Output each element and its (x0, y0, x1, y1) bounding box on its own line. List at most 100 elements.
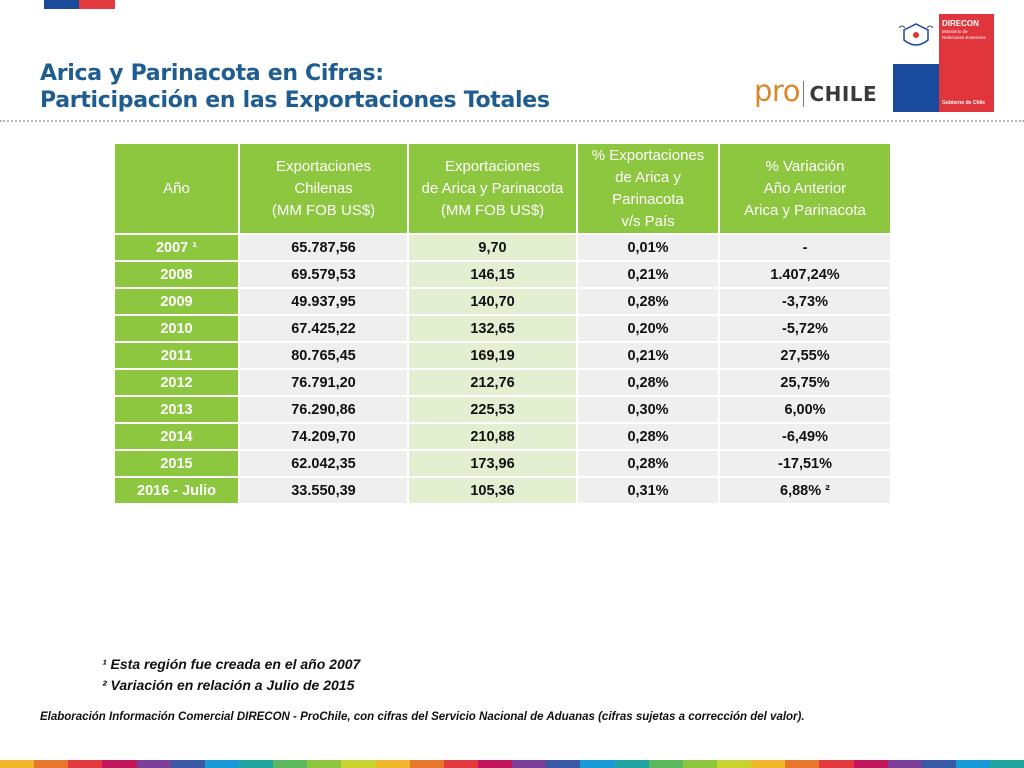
cell-variation: -5,72% (720, 316, 890, 341)
color-strip-segment (273, 760, 308, 768)
color-strip-segment (477, 760, 513, 768)
prochile-chile: CHILE (809, 82, 878, 106)
cell-chile-exports: 65.787,56 (240, 235, 407, 260)
prochile-logo: pro CHILE (754, 74, 877, 108)
cell-year: 2013 (115, 397, 238, 422)
cell-pct: 0,21% (578, 262, 718, 287)
header-pct-exports-line: Parinacota (612, 190, 684, 208)
cell-year: 2012 (115, 370, 238, 395)
color-strip-segment (409, 760, 444, 768)
table-row: 2016 - Julio 33.550,39 105,36 0,31% 6,88… (115, 478, 890, 503)
color-strip-segment (34, 760, 69, 768)
exports-table: Año Exportaciones Chilenas (MM FOB US$) … (113, 142, 892, 505)
flag-blue (44, 0, 79, 9)
color-strip-segment (0, 760, 35, 768)
cell-variation: 25,75% (720, 370, 890, 395)
table-row: 2014 74.209,70 210,88 0,28% -6,49% (115, 424, 890, 449)
color-strip-segment (648, 760, 683, 768)
cell-chile-exports: 80.765,45 (240, 343, 407, 368)
cell-pct: 0,20% (578, 316, 718, 341)
table-row: 2010 67.425,22 132,65 0,20% -5,72% (115, 316, 890, 341)
cell-pct: 0,28% (578, 451, 718, 476)
cell-variation: 27,55% (720, 343, 890, 368)
cell-chile-exports: 49.937,95 (240, 289, 407, 314)
color-strip-segment (136, 760, 171, 768)
cell-variation: 6,00% (720, 397, 890, 422)
header-chile-exports-line: Exportaciones (275, 157, 372, 175)
header-arica-exports-line: Exportaciones (444, 157, 541, 175)
header-arica-exports-line: de Arica y Parinacota (421, 179, 564, 197)
header-pct-exports: % Exportaciones de Arica y Parinacota v/… (578, 144, 718, 233)
cell-year: 2015 (115, 451, 238, 476)
cell-chile-exports: 76.791,20 (240, 370, 407, 395)
header-variation-line: Arica y Parinacota (744, 201, 866, 219)
header-variation-line: % Variación (765, 157, 845, 175)
color-strip-segment (955, 760, 991, 768)
table-row: 2007 ¹ 65.787,56 9,70 0,01% - (115, 235, 890, 260)
header-chile-exports-line: (MM FOB US$) (271, 201, 376, 219)
footnotes: ¹ Esta región fue creada en el año 2007 … (102, 654, 360, 696)
color-strip-segment (716, 760, 752, 768)
color-strip-segment (170, 760, 205, 768)
cell-arica-exports: 210,88 (409, 424, 576, 449)
cell-chile-exports: 74.209,70 (240, 424, 407, 449)
table-row: 2008 69.579,53 146,15 0,21% 1.407,24% (115, 262, 890, 287)
header-pct-exports-line: de Arica y (615, 168, 681, 186)
cell-chile-exports: 76.290,86 (240, 397, 407, 422)
cell-arica-exports: 146,15 (409, 262, 576, 287)
color-strip-segment (614, 760, 649, 768)
header-pct-exports-line: v/s País (621, 212, 675, 230)
color-strip-segment (238, 760, 274, 768)
color-strip-segment (921, 760, 956, 768)
logo-ministry-1: Ministerio de (942, 29, 968, 34)
color-strip-segment (443, 760, 478, 768)
title-line-2: Participación en las Exportaciones Total… (40, 88, 550, 113)
bottom-color-strip (0, 760, 1024, 768)
logo-red-block: DIRECON Ministerio de Relaciones Exterio… (939, 14, 994, 112)
cell-year: 2010 (115, 316, 238, 341)
cell-year: 2014 (115, 424, 238, 449)
color-strip-segment (375, 760, 410, 768)
header-chile-exports-line: Chilenas (294, 179, 353, 197)
cell-year: 2008 (115, 262, 238, 287)
cell-year: 2011 (115, 343, 238, 368)
color-strip-segment (204, 760, 239, 768)
color-strip-segment (512, 760, 547, 768)
table-row: 2015 62.042,35 173,96 0,28% -17,51% (115, 451, 890, 476)
title-line-1: Arica y Parinacota en Cifras: (40, 61, 384, 86)
cell-pct: 0,30% (578, 397, 718, 422)
header-chile-exports: Exportaciones Chilenas (MM FOB US$) (240, 144, 407, 233)
color-strip-segment (341, 760, 376, 768)
cell-year: 2016 - Julio (115, 478, 238, 503)
color-strip-segment (785, 760, 820, 768)
table-header-row: Año Exportaciones Chilenas (MM FOB US$) … (115, 144, 890, 233)
cell-variation: -6,49% (720, 424, 890, 449)
color-strip-segment (853, 760, 888, 768)
color-strip-segment (751, 760, 786, 768)
cell-variation: -17,51% (720, 451, 890, 476)
table-row: 2012 76.791,20 212,76 0,28% 25,75% (115, 370, 890, 395)
cell-year: 2009 (115, 289, 238, 314)
header-pct-exports-line: % Exportaciones (591, 146, 705, 164)
cell-arica-exports: 169,19 (409, 343, 576, 368)
color-strip-segment (307, 760, 342, 768)
cell-pct: 0,21% (578, 343, 718, 368)
title-divider (0, 120, 1024, 122)
cell-arica-exports: 140,70 (409, 289, 576, 314)
header-year: Año (115, 144, 238, 233)
cell-arica-exports: 173,96 (409, 451, 576, 476)
cell-arica-exports: 212,76 (409, 370, 576, 395)
cell-pct: 0,28% (578, 370, 718, 395)
footnote-1: ¹ Esta región fue creada en el año 2007 (102, 656, 361, 672)
color-strip-segment (580, 760, 615, 768)
header-variation-line: Año Anterior (763, 179, 847, 197)
cell-chile-exports: 69.579,53 (240, 262, 407, 287)
cell-variation: 6,88% ² (720, 478, 890, 503)
header-variation: % Variación Año Anterior Arica y Parinac… (720, 144, 890, 233)
color-strip-segment (990, 760, 1024, 768)
cell-arica-exports: 132,65 (409, 316, 576, 341)
color-strip-segment (682, 760, 717, 768)
cell-pct: 0,31% (578, 478, 718, 503)
table-row: 2011 80.765,45 169,19 0,21% 27,55% (115, 343, 890, 368)
header-arica-exports: Exportaciones de Arica y Parinacota (MM … (409, 144, 576, 233)
